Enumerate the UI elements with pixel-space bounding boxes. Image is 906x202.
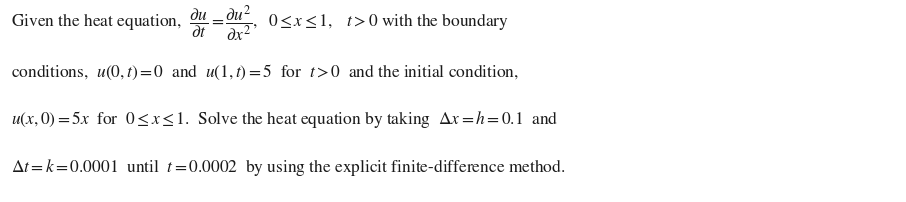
- Text: $u(x,0)=5x$  for  $0 \leq x \leq 1$.  Solve the heat equation by taking  $\Delta: $u(x,0)=5x$ for $0 \leq x \leq 1$. Solve…: [11, 109, 558, 130]
- Text: $\Delta t = k = 0.0001$  until  $t = 0.0002$  by using the explicit finite-diffe: $\Delta t = k = 0.0001$ until $t = 0.000…: [11, 156, 565, 177]
- Text: Given the heat equation,  $\dfrac{\partial u}{\partial t} = \dfrac{\partial u^2}: Given the heat equation, $\dfrac{\partia…: [11, 4, 509, 44]
- Text: conditions,  $u(0,t)=0$  and  $u(1,t)=5$  for  $t>0$  and the initial condition,: conditions, $u(0,t)=0$ and $u(1,t)=5$ fo…: [11, 62, 519, 81]
